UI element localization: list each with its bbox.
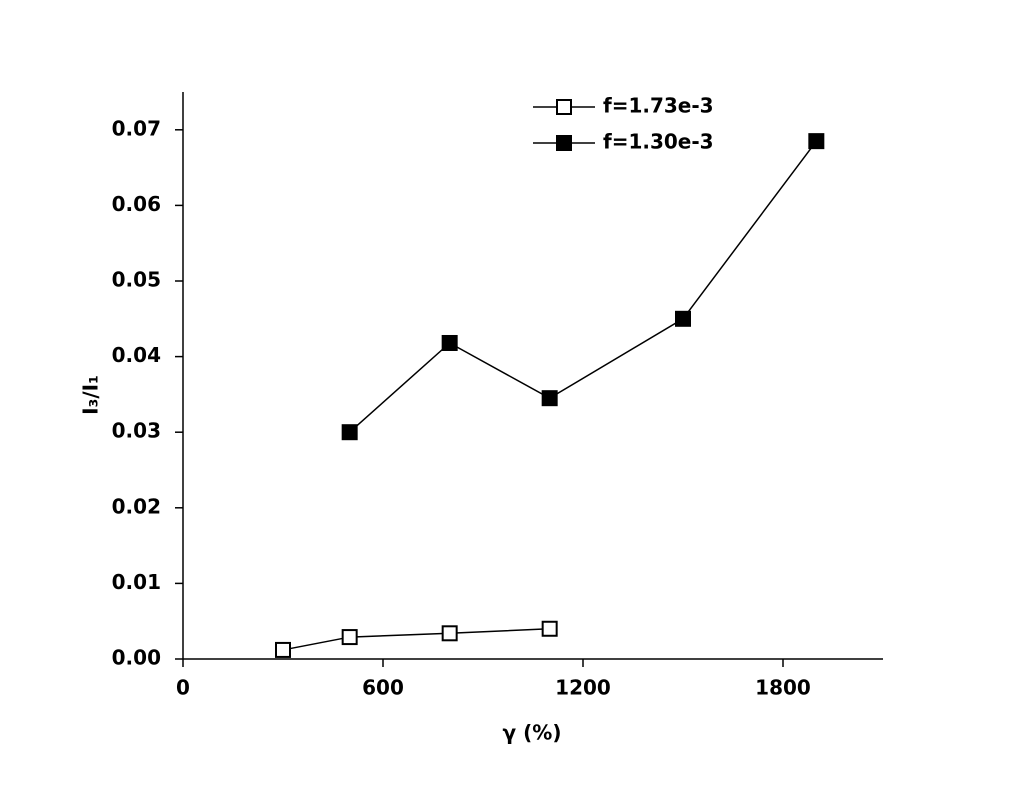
- legend-label: f=1.30e-3: [603, 130, 714, 154]
- y-tick-label: 0.05: [112, 268, 161, 292]
- data-point: [441, 334, 458, 351]
- data-point: [341, 629, 358, 646]
- data-point: [675, 310, 691, 327]
- y-tick-label: 0.03: [112, 419, 161, 443]
- y-tick-label: 0.04: [112, 343, 161, 367]
- y-tick-label: 0.01: [112, 570, 161, 594]
- x-tick-label: 1800: [755, 676, 811, 700]
- data-point: [341, 424, 358, 441]
- data-point: [275, 641, 291, 658]
- data-point: [808, 133, 825, 150]
- y-tick-label: 0.02: [112, 494, 161, 518]
- y-axis-label: I₃/I₁: [79, 375, 103, 415]
- y-tick-label: 0.06: [112, 192, 161, 216]
- data-point: [541, 390, 558, 407]
- y-tick-label: 0.00: [112, 646, 161, 670]
- x-tick-label: 600: [362, 676, 404, 700]
- data-point: [541, 620, 558, 637]
- y-tick-label: 0.07: [112, 116, 161, 140]
- legend-marker: [556, 99, 572, 115]
- legend-marker: [556, 135, 572, 151]
- x-axis-label: γ (%): [503, 721, 562, 745]
- data-point: [441, 625, 458, 642]
- x-tick-label: 1200: [555, 676, 611, 700]
- x-tick-label: 0: [176, 676, 190, 700]
- series-line: [349, 140, 817, 433]
- legend-label: f=1.73e-3: [603, 94, 714, 118]
- series-line: [282, 628, 550, 651]
